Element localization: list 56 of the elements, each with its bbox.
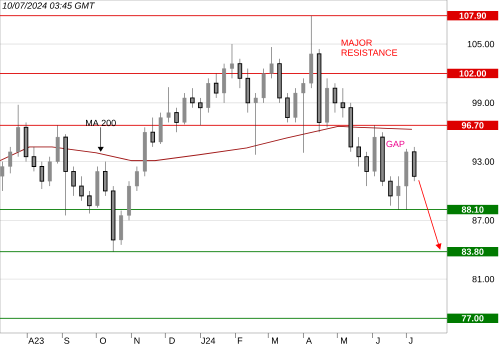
x-tick-label: O [100, 338, 106, 344]
x-tick-label: F [238, 338, 242, 344]
annotation: GAP [386, 140, 404, 148]
ref-line-label: 77.00 [462, 315, 484, 322]
annotation: MA 200 [86, 120, 116, 126]
candlestick [332, 82, 338, 113]
candlestick [102, 161, 108, 196]
x-tick-label: A23 [28, 338, 44, 344]
candlestick [190, 88, 195, 108]
candlestick [285, 92, 290, 123]
candlestick [301, 78, 306, 154]
candlestick [230, 44, 234, 79]
x-tick-label: M [341, 338, 348, 344]
candlestick [214, 73, 218, 98]
x-tick-label: J [408, 338, 412, 344]
candlestick [270, 46, 274, 79]
candlestick [32, 146, 36, 172]
candlestick [48, 156, 52, 186]
x-tick-label: J [376, 338, 380, 344]
candlestick [174, 107, 179, 132]
x-tick-label: N [134, 338, 140, 344]
chart-title: 10/07/2024 03:45 GMT [2, 2, 95, 9]
y-tick-label: 87.00 [472, 217, 494, 224]
candlestick [134, 166, 139, 192]
candlestick [40, 161, 44, 190]
candlestick [388, 176, 393, 206]
x-tick-label: J24 [201, 338, 216, 344]
x-tick-label: M [272, 338, 278, 344]
ref-line-label: 107.90 [460, 12, 486, 19]
candlestick [340, 88, 346, 118]
ref-line-label: 88.10 [462, 206, 484, 213]
candlestick [150, 117, 156, 148]
y-tick-label: 93.00 [472, 158, 494, 165]
y-tick-label: 99.00 [472, 100, 494, 106]
candlestick [356, 136, 361, 167]
ref-line-label: 102.00 [460, 70, 486, 77]
x-tick-label: A [306, 338, 312, 344]
y-tick-label: 105.00 [468, 40, 494, 48]
candlestick [364, 152, 369, 186]
candlestick [198, 98, 203, 126]
candlestick [71, 166, 76, 196]
candlestick [8, 146, 12, 174]
x-tick-label: D [170, 338, 175, 344]
candlestick [396, 176, 400, 210]
y-tick-label: 81.00 [472, 276, 494, 282]
candlestick [166, 86, 171, 123]
annotation: MAJOR RESISTANCE [342, 39, 398, 56]
candlestick [87, 190, 92, 214]
ref-line-label: 83.80 [462, 248, 484, 255]
candlestick [254, 92, 258, 155]
ref-line-label: 96.70 [462, 122, 484, 129]
x-tick-label: S [64, 338, 70, 344]
line-series [0, 126, 412, 162]
candlestick [238, 58, 242, 88]
candlestick [79, 176, 84, 202]
candlestick [0, 161, 4, 192]
